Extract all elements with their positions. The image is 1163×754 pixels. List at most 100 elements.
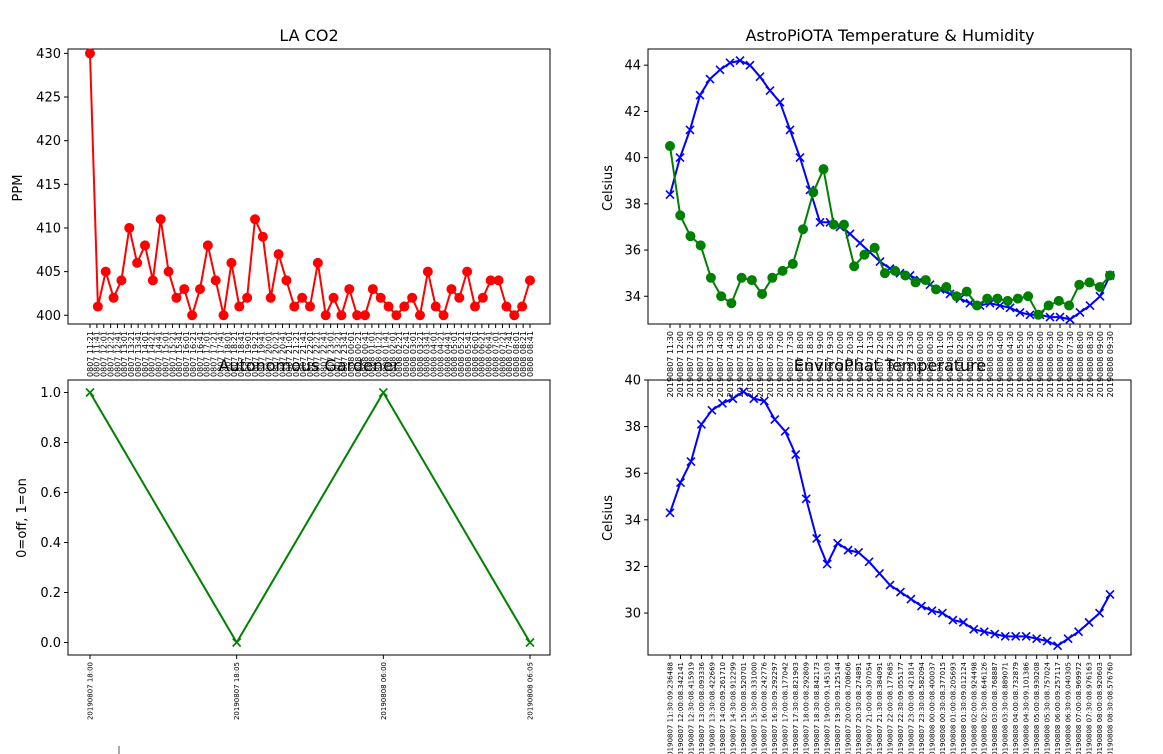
co2-xtick-label: 0808 05:21 xyxy=(457,331,466,377)
enviro-series-0-point xyxy=(770,415,780,425)
enviro-xtick-label: 20190808 07:00:08.969972 xyxy=(1075,662,1083,754)
astro-series-1-point xyxy=(777,265,788,276)
astro-series-1-point xyxy=(1043,300,1054,311)
co2-series-0-point xyxy=(195,284,205,295)
enviro-series-0-point xyxy=(1105,589,1115,599)
astro-series-1-point xyxy=(665,141,675,152)
enviro-xtick-label: 20190807 16:00:08.242776 xyxy=(761,661,769,754)
co2-series-0-point xyxy=(399,301,410,312)
enviro-xtick-label: 20190807 21:30:08.384091 xyxy=(876,662,884,754)
co2-xtick-label: 0808 06:21 xyxy=(478,331,487,377)
co2-series-0-point xyxy=(187,310,198,321)
astro-series-0-point xyxy=(755,72,765,82)
enviro-series-0-point xyxy=(948,615,958,625)
co2-series-0-point xyxy=(517,301,528,312)
co2-series-0-point xyxy=(242,292,253,303)
astro-series-1-point xyxy=(675,210,686,221)
astro-xtick-label: 20190807 11:30 xyxy=(666,331,675,397)
astro-xtick-label: 20190808 05:30 xyxy=(1026,331,1035,397)
enviro-series-0-point xyxy=(707,405,717,415)
co2-series-0-point xyxy=(234,301,245,312)
co2-xtick-label: 0807 18:41 xyxy=(237,331,246,377)
astro-series-1-point xyxy=(879,268,890,279)
enviro-series-0-point xyxy=(1032,634,1042,644)
astro-series-0-point xyxy=(1045,312,1055,322)
astro-xtick-label: 20190808 07:00 xyxy=(1056,331,1065,397)
astro-ytick-label: 36 xyxy=(624,244,641,259)
astro-series-1-point xyxy=(920,275,931,286)
enviro-series-0-point xyxy=(749,394,759,404)
garden-ytick-label: 0.2 xyxy=(40,586,61,601)
astro-series-1-point xyxy=(1074,279,1085,290)
astro-ytick-label: 40 xyxy=(624,151,641,166)
co2-ytick-label: 405 xyxy=(36,265,61,280)
garden-ytick-label: 0.4 xyxy=(40,536,61,551)
garden-ytick-label: 0.0 xyxy=(40,636,61,651)
astro-series-0-point xyxy=(1015,307,1025,318)
co2-series-0-point xyxy=(312,257,323,268)
astro-xtick-label: 20190807 17:00 xyxy=(776,331,785,397)
astro-series-0-point xyxy=(815,217,825,227)
astro-series-1-point xyxy=(1023,291,1034,302)
garden-plot-area xyxy=(67,379,551,656)
astro-xtick-label: 20190808 04:30 xyxy=(1006,331,1015,397)
astro-series-0-point xyxy=(735,55,745,66)
enviro-series-0-point xyxy=(696,419,706,429)
astro-series-1-point xyxy=(910,277,921,288)
co2-series-0-point xyxy=(116,275,127,286)
co2-series-0-point xyxy=(140,240,150,251)
enviro-xtick-label: 20190807 17:30:08.821903 xyxy=(792,662,800,754)
astro-xtick-label: 20190807 13:30 xyxy=(706,331,715,397)
enviro-xtick-label: 20190808 05:30:08.757024 xyxy=(1044,661,1052,754)
astro-xtick-label: 20190807 22:30 xyxy=(886,331,895,397)
co2-xtick-label: 0807 17:21 xyxy=(210,331,219,377)
astro-series-1-point xyxy=(808,187,819,198)
garden-ytick-label: 1.0 xyxy=(40,386,61,401)
enviro-xtick-label: 20190808 08:00:08.920603 xyxy=(1096,662,1104,754)
astro-series-1-point xyxy=(992,293,1003,304)
enviro-xtick-label: 20190808 05:00:08.930208 xyxy=(1033,662,1041,754)
co2-xtick-label: 0808 06:01 xyxy=(471,331,480,377)
astro-series-0-line xyxy=(669,59,1111,321)
enviro-xtick-label: 20190807 19:00:09.145103 xyxy=(824,662,832,754)
astro-xtick-label: 20190807 14:30 xyxy=(726,331,735,397)
astro-series-1-point xyxy=(736,272,747,283)
astro-xtick-label: 20190807 21:00 xyxy=(856,331,865,397)
enviro-xtick-label: 20190808 07:30:08.976163 xyxy=(1085,662,1093,754)
astro-xtick-label: 20190807 22:00 xyxy=(876,331,885,397)
enviro-xtick-label: 20190808 03:00:08.768887 xyxy=(991,662,999,754)
co2-ytick-label: 415 xyxy=(36,178,61,193)
co2-series-0-point xyxy=(415,310,425,321)
astro-series-0-point xyxy=(1025,310,1035,320)
enviro-series-0-point xyxy=(675,477,686,488)
enviro-xtick-label: 20190808 01:30:09.012124 xyxy=(960,661,968,754)
co2-xtick-label: 0807 15:21 xyxy=(168,331,177,377)
astro-series-1-point xyxy=(1094,282,1105,293)
co2-plot-area xyxy=(67,48,551,325)
astro-xtick-label: 20190808 00:00 xyxy=(916,331,925,397)
co2-series-0-point xyxy=(289,301,300,312)
enviro-series-0-point xyxy=(1074,627,1084,637)
astro-series-1-line xyxy=(669,145,1111,316)
enviro-series-0-point xyxy=(1094,608,1105,618)
enviro-title: EnviroPhat Temperature xyxy=(794,356,986,375)
enviro-ytick-label: 34 xyxy=(624,513,641,528)
co2-xtick-label: 0807 13:01 xyxy=(120,331,129,377)
astro-xtick-label: 20190807 17:30 xyxy=(786,331,795,397)
astro-panel: AstroPiOTA Temperature & Humidity Celsiu… xyxy=(601,26,1132,325)
co2-series-0-point xyxy=(210,275,221,286)
co2-series-0-point xyxy=(509,310,520,321)
enviro-xtick-label: 20190807 23:30:08.582094 xyxy=(918,661,926,754)
astro-series-1-point xyxy=(890,265,901,276)
enviro-series-0-point xyxy=(728,394,738,404)
co2-xtick-label: 0807 20:21 xyxy=(271,331,280,377)
enviro-xtick-label: 20190807 16:30:09.292297 xyxy=(771,662,779,754)
co2-xtick-label: 0808 07:01 xyxy=(491,331,500,377)
enviro-xtick-label: 20190808 08:30:08.576760 xyxy=(1106,662,1114,754)
co2-series-0-point xyxy=(218,310,229,321)
astro-xtick-label: 20190808 09:30 xyxy=(1106,331,1115,397)
enviro-xtick-label: 20190808 06:00:09.257117 xyxy=(1054,662,1062,754)
co2-xtick-label: 0807 14:01 xyxy=(141,331,150,377)
enviro-xtick-label: 20190807 14:00:09.261710 xyxy=(719,662,727,754)
co2-xtick-label: 0807 19:41 xyxy=(258,331,267,377)
